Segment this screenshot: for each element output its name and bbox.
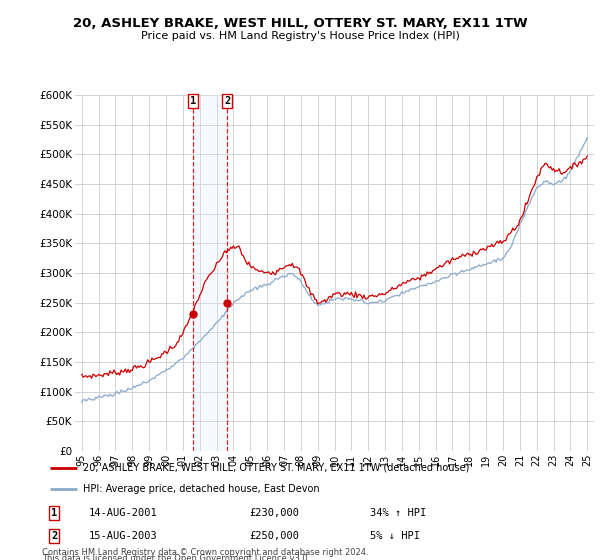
Text: 1: 1 xyxy=(190,96,197,106)
Text: £230,000: £230,000 xyxy=(250,508,299,518)
Text: 2: 2 xyxy=(224,96,230,106)
Text: 15-AUG-2003: 15-AUG-2003 xyxy=(88,531,157,540)
Text: 14-AUG-2001: 14-AUG-2001 xyxy=(88,508,157,518)
Text: Contains HM Land Registry data © Crown copyright and database right 2024.: Contains HM Land Registry data © Crown c… xyxy=(42,548,368,557)
Text: 20, ASHLEY BRAKE, WEST HILL, OTTERY ST. MARY, EX11 1TW: 20, ASHLEY BRAKE, WEST HILL, OTTERY ST. … xyxy=(73,17,527,30)
Text: 34% ↑ HPI: 34% ↑ HPI xyxy=(370,508,426,518)
Bar xyxy=(193,95,227,451)
Text: Price paid vs. HM Land Registry's House Price Index (HPI): Price paid vs. HM Land Registry's House … xyxy=(140,31,460,41)
Text: HPI: Average price, detached house, East Devon: HPI: Average price, detached house, East… xyxy=(83,484,320,494)
Text: 20, ASHLEY BRAKE, WEST HILL, OTTERY ST. MARY, EX11 1TW (detached house): 20, ASHLEY BRAKE, WEST HILL, OTTERY ST. … xyxy=(83,463,469,473)
Text: £250,000: £250,000 xyxy=(250,531,299,540)
Text: This data is licensed under the Open Government Licence v3.0.: This data is licensed under the Open Gov… xyxy=(42,554,310,560)
Text: 2: 2 xyxy=(51,531,57,540)
Text: 1: 1 xyxy=(51,508,57,518)
Text: 5% ↓ HPI: 5% ↓ HPI xyxy=(370,531,419,540)
